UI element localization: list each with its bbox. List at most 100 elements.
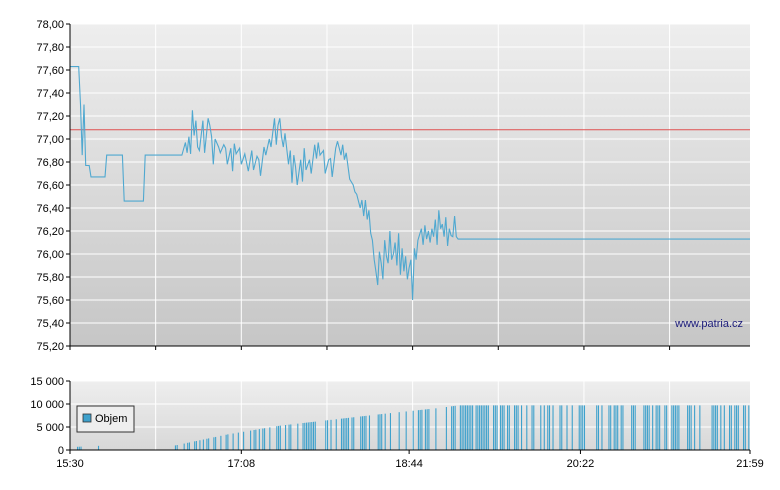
volume-bar [659,405,661,450]
volume-bar [711,405,713,450]
volume-bar [312,421,315,450]
volume-bar [743,405,745,450]
volume-bar [690,405,692,450]
volume-y-axis: 15 000 10 000 5 000 0 [30,376,70,457]
volume-bar [559,405,561,450]
volume-bar [363,416,365,450]
volume-bar [583,405,586,450]
volume-bar [634,405,636,450]
volume-bar [412,410,414,450]
volume-bar [188,442,190,450]
volume-bar [486,405,488,450]
volume-bar [227,434,229,450]
volume-bar [477,405,479,450]
volume-bar [309,422,311,450]
volume-bar [678,405,680,450]
volume-bar [613,405,615,450]
volume-bar [484,405,486,450]
volume-bar [666,405,668,450]
volume-bar [737,405,739,450]
volume-bar [278,425,280,450]
volume-bar [213,437,215,450]
price-x-ticks [69,346,671,350]
volume-bar [78,446,80,450]
volume-bar [454,405,456,450]
price-y-tick-label: 78,00 [36,19,64,31]
volume-bar [694,405,696,450]
volume-bar [631,405,633,450]
volume-bar [330,419,332,450]
volume-bar [183,443,185,450]
volume-bar [501,405,503,450]
volume-bar [194,441,196,450]
volume-bar [632,405,634,450]
volume-bar [597,405,600,450]
volume-bar [466,405,468,450]
volume-bar [215,436,217,450]
volume-bar [347,417,350,450]
volume-x-axis-labels: 15:30 17:08 18:44 20:22 21:59 [56,450,764,470]
volume-y-tick-label: 15 000 [30,376,64,388]
volume-bar [622,405,624,450]
volume-bar [463,405,465,450]
price-y-tick-label: 77,80 [36,42,64,54]
price-series-line [70,66,750,301]
volume-bar [596,405,598,450]
volume-bar [451,406,453,450]
volume-bar [601,405,603,450]
volume-bar [176,445,178,450]
volume-bar [220,435,222,450]
volume-bar [699,405,701,450]
price-y-tick-label: 76,40 [36,203,64,215]
watermark: www.patria.cz [674,318,743,330]
volume-bar [351,417,353,450]
volume-bar [514,405,516,450]
volume-bar [276,426,278,450]
volume-bar [664,405,666,450]
price-y-axis: 78,00 77,80 77,60 77,40 77,20 77,00 76,80 76,60… [36,19,70,353]
volume-bar [435,408,437,450]
volume-bar [615,405,617,450]
volume-bar [561,405,563,450]
volume-bar [500,405,502,450]
volume-bar [428,409,430,450]
volume-bar [475,405,477,450]
volume-bar [470,405,472,450]
volume-bar [580,405,582,450]
volume-x-tick-label: 17:08 [228,458,256,470]
volume-bar [314,421,316,450]
volume-bar [384,413,386,450]
volume-bar [335,419,337,450]
volume-bar [736,405,738,450]
volume-bar [687,405,689,450]
price-panel: 78,00 77,80 77,60 77,40 77,20 77,00 76,80 76,60… [36,19,750,353]
volume-bar [543,405,545,450]
volume-bar [646,405,648,450]
volume-bar [452,406,454,450]
volume-bar [381,414,383,450]
legend-swatch [82,413,92,423]
volume-bar [652,405,654,450]
volume-x-tick-label: 20:22 [567,458,595,470]
volume-bar [195,440,197,450]
volume-bar [578,405,580,450]
volume-bar [311,422,313,450]
volume-bar [494,405,496,450]
volume-y-tick-label: 10 000 [30,399,64,411]
volume-bar [325,420,327,450]
price-y-tick-label: 75,20 [36,341,64,353]
volume-bar [262,428,264,450]
volume-bar [199,440,201,450]
volume-bar [459,405,461,450]
volume-bar [480,405,482,450]
volume-bar [344,418,346,450]
volume-bar [674,405,676,450]
price-y-tick-label: 75,60 [36,295,64,307]
volume-bar [297,423,299,450]
price-y-tick-label: 76,60 [36,180,64,192]
volume-bar [307,422,309,450]
volume-bar [655,405,657,450]
volume-bar [744,405,746,450]
price-y-tick-label: 76,20 [36,226,64,238]
volume-bar [305,422,308,450]
